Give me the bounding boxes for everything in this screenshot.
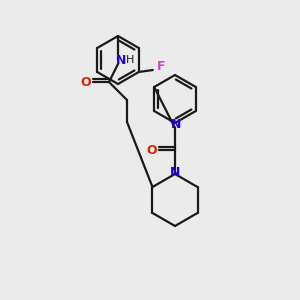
Text: H: H: [126, 55, 134, 65]
Text: F: F: [157, 59, 165, 73]
Text: N: N: [116, 53, 126, 67]
Text: O: O: [147, 143, 157, 157]
Text: N: N: [171, 118, 181, 130]
Text: N: N: [170, 167, 180, 179]
Text: O: O: [81, 76, 91, 88]
